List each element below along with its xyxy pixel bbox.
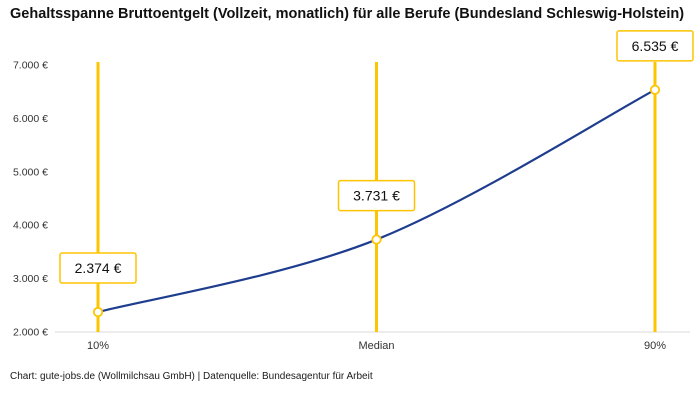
x-axis-label: 90% (644, 340, 666, 352)
data-point-marker (649, 84, 661, 95)
chart-credit: Chart: gute-jobs.de (Wollmilchsau GmbH) … (10, 371, 373, 382)
y-axis-label: 5.000 € (13, 166, 48, 178)
value-label-box (616, 30, 694, 62)
y-axis-label: 7.000 € (13, 60, 48, 72)
y-axis-label: 2.000 € (13, 327, 48, 339)
y-axis-label: 3.000 € (13, 273, 48, 285)
data-point-marker (371, 234, 382, 245)
value-label-text: 3.731 € (353, 188, 400, 204)
value-label-text: 6.535 € (632, 38, 679, 54)
x-axis-label: 10% (87, 340, 109, 352)
data-point-marker (92, 306, 104, 318)
value-label-text: 2.374 € (75, 260, 122, 276)
value-label-box (337, 179, 416, 212)
y-axis-label: 6.000 € (13, 113, 48, 125)
chart-title: Gehaltsspanne Bruttoentgelt (Vollzeit, m… (10, 6, 685, 22)
value-label-box (59, 252, 137, 284)
x-axis-label: Median (358, 340, 394, 352)
y-axis-label: 4.000 € (13, 220, 48, 232)
